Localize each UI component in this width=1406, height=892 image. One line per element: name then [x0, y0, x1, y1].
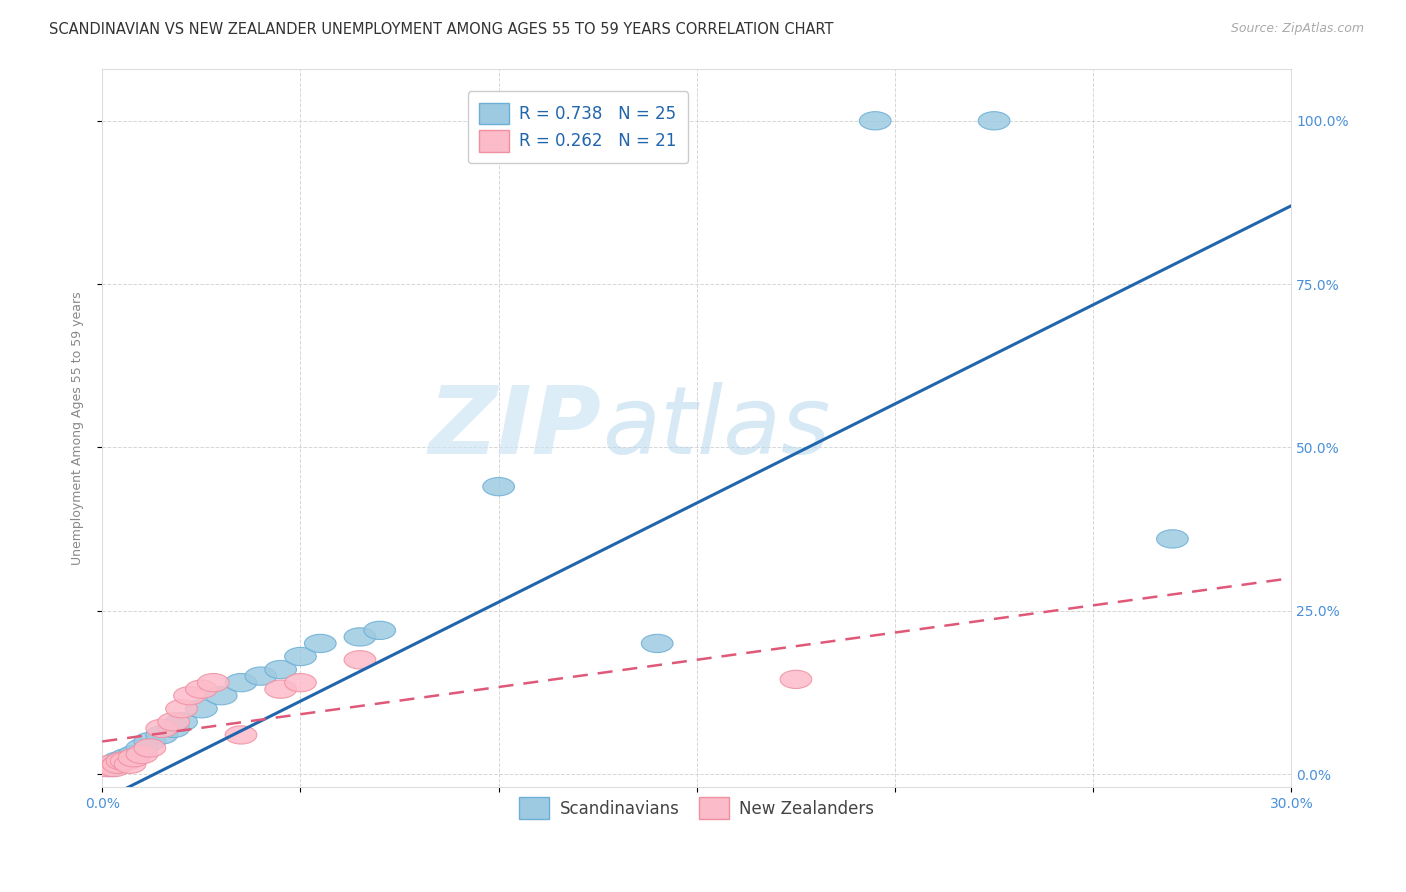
- Ellipse shape: [305, 634, 336, 653]
- Legend: Scandinavians, New Zealanders: Scandinavians, New Zealanders: [513, 791, 882, 826]
- Ellipse shape: [197, 673, 229, 692]
- Ellipse shape: [225, 673, 257, 692]
- Ellipse shape: [110, 748, 142, 767]
- Ellipse shape: [118, 746, 150, 764]
- Ellipse shape: [264, 660, 297, 679]
- Ellipse shape: [103, 756, 134, 773]
- Ellipse shape: [118, 748, 150, 767]
- Ellipse shape: [94, 758, 127, 777]
- Ellipse shape: [186, 680, 218, 698]
- Ellipse shape: [344, 650, 375, 669]
- Ellipse shape: [157, 719, 190, 738]
- Ellipse shape: [107, 752, 138, 770]
- Ellipse shape: [110, 752, 142, 770]
- Ellipse shape: [166, 699, 197, 718]
- Ellipse shape: [107, 752, 138, 770]
- Text: SCANDINAVIAN VS NEW ZEALANDER UNEMPLOYMENT AMONG AGES 55 TO 59 YEARS CORRELATION: SCANDINAVIAN VS NEW ZEALANDER UNEMPLOYME…: [49, 22, 834, 37]
- Ellipse shape: [186, 699, 218, 718]
- Ellipse shape: [482, 477, 515, 496]
- Ellipse shape: [344, 628, 375, 646]
- Ellipse shape: [157, 713, 190, 731]
- Ellipse shape: [103, 752, 134, 770]
- Ellipse shape: [284, 648, 316, 665]
- Text: Source: ZipAtlas.com: Source: ZipAtlas.com: [1230, 22, 1364, 36]
- Ellipse shape: [1157, 530, 1188, 548]
- Y-axis label: Unemployment Among Ages 55 to 59 years: Unemployment Among Ages 55 to 59 years: [72, 291, 84, 565]
- Ellipse shape: [98, 758, 129, 777]
- Ellipse shape: [245, 667, 277, 685]
- Text: ZIP: ZIP: [429, 382, 602, 474]
- Ellipse shape: [134, 732, 166, 750]
- Ellipse shape: [859, 112, 891, 130]
- Ellipse shape: [146, 726, 177, 744]
- Ellipse shape: [98, 756, 129, 773]
- Ellipse shape: [641, 634, 673, 653]
- Ellipse shape: [114, 756, 146, 773]
- Ellipse shape: [284, 673, 316, 692]
- Ellipse shape: [94, 756, 127, 773]
- Text: atlas: atlas: [602, 383, 830, 474]
- Ellipse shape: [90, 758, 122, 777]
- Ellipse shape: [205, 687, 238, 705]
- Ellipse shape: [364, 621, 395, 640]
- Ellipse shape: [166, 713, 197, 731]
- Ellipse shape: [225, 726, 257, 744]
- Ellipse shape: [127, 746, 157, 764]
- Ellipse shape: [264, 680, 297, 698]
- Ellipse shape: [127, 739, 157, 757]
- Ellipse shape: [173, 687, 205, 705]
- Ellipse shape: [780, 670, 811, 689]
- Ellipse shape: [979, 112, 1010, 130]
- Ellipse shape: [134, 739, 166, 757]
- Ellipse shape: [146, 719, 177, 738]
